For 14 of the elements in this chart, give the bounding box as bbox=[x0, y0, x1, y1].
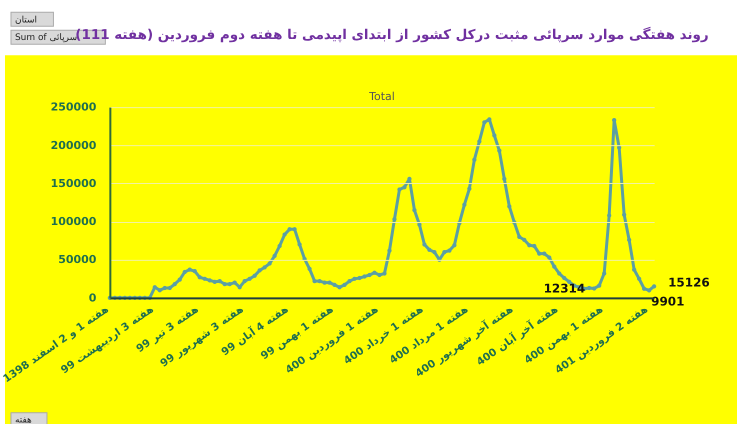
data-label: 12314 bbox=[544, 281, 586, 296]
y-tick-label: 0 bbox=[88, 291, 97, 304]
y-tick-label: 200000 bbox=[50, 138, 97, 152]
text: هفته bbox=[14, 416, 32, 424]
y-tick-label: 250000 bbox=[50, 100, 97, 114]
y-tick-label: 50000 bbox=[58, 253, 97, 266]
text: Sum of سرپائی bbox=[14, 33, 78, 44]
chart-subtitle: Total bbox=[368, 90, 395, 104]
y-tick-label: 100000 bbox=[50, 215, 97, 228]
y-tick-label: 150000 bbox=[50, 176, 97, 190]
data-label: 15126 bbox=[668, 275, 710, 290]
data-label: 9901 bbox=[651, 294, 684, 308]
text: استان bbox=[14, 15, 38, 26]
chart-title: روند هفتگی موارد سرپائی مثبت درکل کشور از ابتدای اپیدمی تا هفته دوم فروردین (هفته 111) bbox=[75, 26, 709, 44]
